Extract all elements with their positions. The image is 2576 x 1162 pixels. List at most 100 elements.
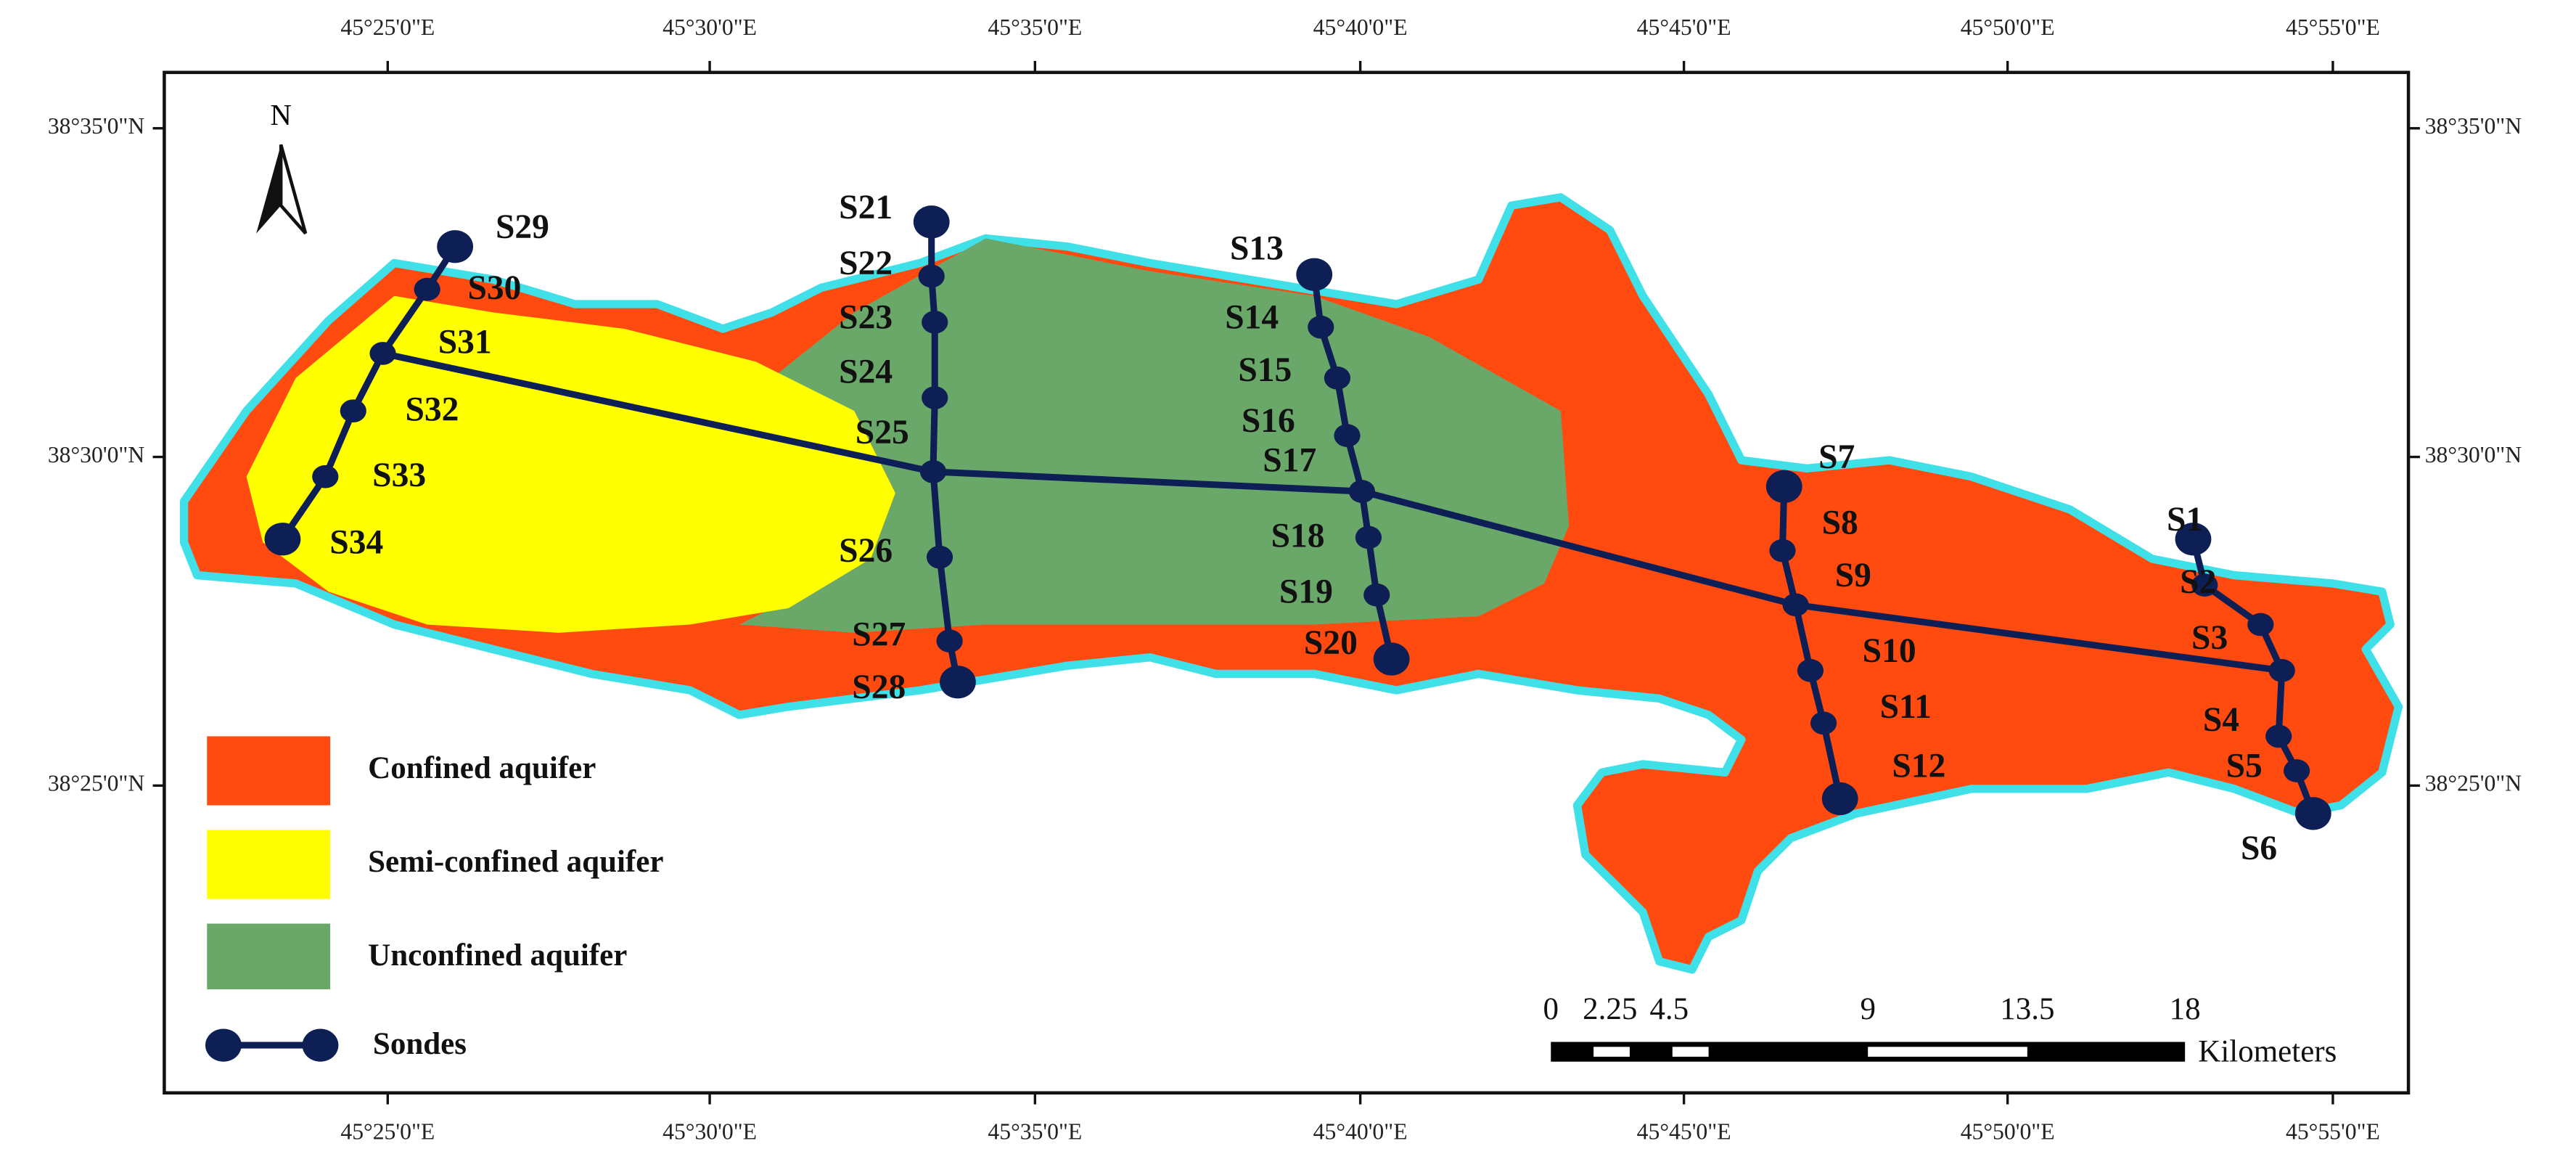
lon-label: 45°45'0"E xyxy=(1637,15,1731,40)
sonde-label: S29 xyxy=(496,208,549,246)
sonde-point xyxy=(1363,583,1390,607)
lon-label: 45°25'0"E xyxy=(340,15,435,40)
legend-swatch xyxy=(205,1028,242,1062)
lon-label: 45°45'0"E xyxy=(1637,1119,1731,1145)
sonde-point xyxy=(2294,797,2331,830)
sonde-label: S28 xyxy=(852,668,906,706)
legend-label: Semi-confined aquifer xyxy=(368,845,663,879)
sonde-point xyxy=(2284,759,2310,782)
sonde-point xyxy=(1355,525,1382,549)
sonde-label: S14 xyxy=(1225,299,1279,337)
sonde-label: S34 xyxy=(329,524,383,562)
sonde-label: S18 xyxy=(1271,517,1325,555)
lat-label: 38°25'0"N xyxy=(2425,771,2522,796)
sonde-label: S7 xyxy=(1818,438,1855,476)
sonde-point xyxy=(1810,711,1837,735)
sonde-label: S1 xyxy=(2167,501,2203,539)
lon-label: 45°35'0"E xyxy=(988,1119,1082,1145)
sonde-label: S9 xyxy=(1835,557,1871,594)
map-frame xyxy=(163,70,2411,1095)
scale-label: 9 xyxy=(1860,992,1876,1026)
sonde-label: S5 xyxy=(2226,748,2263,785)
north-arrow xyxy=(279,144,308,235)
sonde-junction xyxy=(2268,659,2295,682)
sonde-point xyxy=(922,386,948,409)
sonde-point xyxy=(936,629,963,652)
legend-label: Confined aquifer xyxy=(368,751,596,785)
lon-label: 45°25'0"E xyxy=(340,1119,435,1145)
scale-bar xyxy=(1868,1047,2027,1057)
legend-swatch xyxy=(207,736,331,806)
sonde-point xyxy=(913,205,950,239)
sonde-point xyxy=(1334,424,1361,447)
sonde-label: S16 xyxy=(1242,402,1295,440)
lon-label: 45°40'0"E xyxy=(1313,15,1408,40)
sonde-point xyxy=(1821,782,1858,816)
lat-label: 38°30'0"N xyxy=(2425,442,2522,467)
legend-swatch xyxy=(302,1028,339,1062)
sonde-label: S12 xyxy=(1892,748,1945,785)
scale-label: 0 xyxy=(1543,992,1559,1026)
sonde-label: S13 xyxy=(1230,229,1284,267)
lon-label: 45°30'0"E xyxy=(663,1119,757,1145)
sonde-label: S2 xyxy=(2180,563,2216,601)
sonde-label: S8 xyxy=(1822,504,1858,542)
sonde-point xyxy=(1324,367,1351,390)
sonde-label: S15 xyxy=(1238,351,1292,389)
sonde-point xyxy=(918,264,945,288)
sonde-label: S26 xyxy=(839,532,893,570)
sonde-label: S4 xyxy=(2203,701,2239,739)
sonde-label: S6 xyxy=(2241,830,2277,867)
scale-bar xyxy=(1551,1042,2186,1062)
sonde-point xyxy=(340,399,366,423)
scale-label: 4.5 xyxy=(1649,992,1689,1026)
sonde-label: S24 xyxy=(839,353,893,390)
lat-label: 38°25'0"N xyxy=(48,771,145,796)
sonde-label: S32 xyxy=(405,390,459,428)
legend-swatch xyxy=(207,923,331,990)
lon-label: 45°50'0"E xyxy=(1961,1119,2055,1145)
lon-label: 45°30'0"E xyxy=(663,15,757,40)
sonde-point xyxy=(1348,480,1375,503)
sonde-label: S31 xyxy=(438,324,492,361)
sonde-label: S20 xyxy=(1304,624,1358,662)
legend-label: Sondes xyxy=(373,1027,467,1061)
lon-label: 45°55'0"E xyxy=(2286,15,2380,40)
lat-label: 38°35'0"N xyxy=(48,113,145,139)
sonde-label: S21 xyxy=(839,189,893,226)
lon-label: 45°40'0"E xyxy=(1313,1119,1408,1145)
north-label: N xyxy=(270,99,291,131)
sonde-point xyxy=(1308,315,1334,339)
scale-label: 13.5 xyxy=(2000,992,2054,1026)
sonde-label: S25 xyxy=(856,414,909,451)
sonde-point xyxy=(414,277,440,301)
sonde-point xyxy=(312,465,339,488)
scale-unit: Kilometers xyxy=(2198,1035,2337,1069)
sonde-point xyxy=(369,342,396,365)
sonde-point xyxy=(2265,724,2292,748)
sonde-point xyxy=(1769,539,1796,562)
sonde-label: S19 xyxy=(1279,573,1333,611)
sonde-point xyxy=(940,666,976,699)
lon-label: 45°35'0"E xyxy=(988,15,1082,40)
sonde-point xyxy=(1373,642,1410,676)
sonde-label: S27 xyxy=(852,616,906,654)
legend-label: Unconfined aquifer xyxy=(368,938,627,973)
sonde-point xyxy=(922,311,948,334)
sonde-label: S17 xyxy=(1263,442,1316,480)
sonde-point xyxy=(1797,659,1824,682)
lat-label: 38°30'0"N xyxy=(48,442,145,467)
sonde-point xyxy=(1296,258,1333,291)
sonde-label: S22 xyxy=(839,245,893,282)
scale-label: 2.25 xyxy=(1583,992,1637,1026)
sonde-label: S30 xyxy=(467,269,521,307)
semi-confined-aquifer-area xyxy=(246,295,895,633)
lon-label: 45°55'0"E xyxy=(2286,1119,2380,1145)
sonde-point xyxy=(1782,593,1809,617)
lat-label: 38°35'0"N xyxy=(2425,113,2522,139)
sonde-point xyxy=(2247,613,2274,637)
sonde-point xyxy=(437,230,474,263)
scale-label: 18 xyxy=(2170,992,2201,1026)
scale-bar xyxy=(1593,1047,1630,1057)
